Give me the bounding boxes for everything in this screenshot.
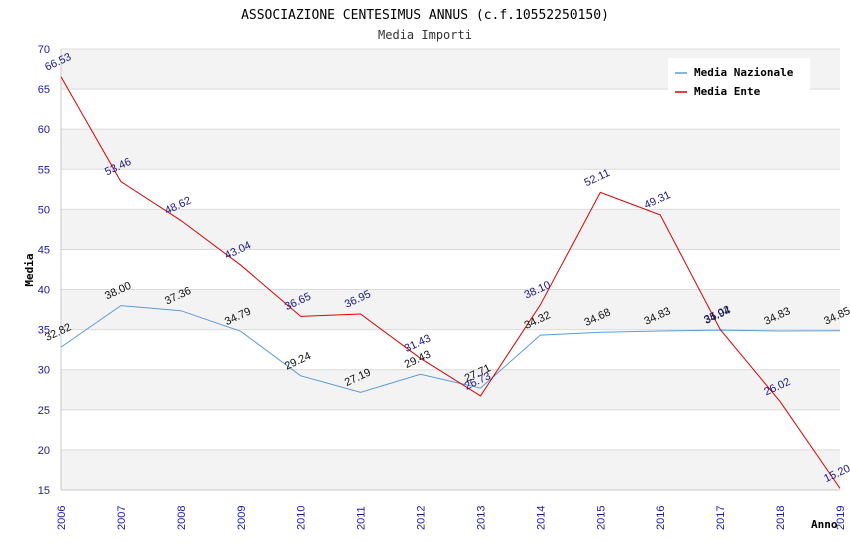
x-axis-label: Anno [811,518,838,531]
x-tick-label: 2008 [176,506,188,530]
x-tick-label: 2015 [595,506,607,530]
series-line-media-ente [60,76,841,489]
y-tick-label: 30 [38,365,50,377]
grid-band [61,449,840,490]
legend: Media Nazionale Media Ente [668,58,810,100]
y-tick-label: 35 [38,325,50,337]
y-tick-label: 25 [38,405,50,417]
y-axis-label: Media [23,253,36,286]
y-tick-labels: 15 20 25 30 35 40 45 50 55 60 65 70 [38,44,50,497]
x-tick-label: 2012 [416,506,428,530]
y-tick-label: 70 [38,44,50,56]
y-tick-label: 15 [38,485,50,497]
x-tick-label: 2009 [236,506,248,530]
legend-box [668,58,810,100]
grid-band [61,129,840,170]
x-tick-label: 2011 [356,506,368,530]
data-label: 49.31 [642,189,672,212]
x-tick-labels: 2006 2007 2008 2009 2010 2011 2012 2013 2014 2015… [56,506,847,530]
x-tick-label: 2017 [715,506,727,530]
series-line-media-nazionale [60,305,841,393]
chart-title: ASSOCIAZIONE CENTESIMUS ANNUS (c.f.10552… [241,8,609,23]
gridlines [61,48,840,491]
y-tick-label: 55 [38,164,50,176]
grid-band [61,209,840,250]
axes [60,49,840,491]
data-label: 52.11 [583,167,612,189]
x-tick-label: 2019 [835,506,847,530]
x-tick-label: 2013 [475,506,487,530]
series-lines [60,76,841,489]
y-tick-label: 65 [38,84,50,96]
x-tick-label: 2007 [116,506,128,530]
x-tick-label: 2016 [655,506,667,530]
x-tick-label: 2014 [535,506,547,530]
x-tick-label: 2018 [775,506,787,530]
y-tick-label: 20 [38,445,50,457]
x-tick-label: 2006 [56,506,68,530]
grid-band [61,369,840,410]
y-tick-label: 45 [38,244,50,256]
legend-entry: Media Nazionale [694,66,794,79]
chart-subtitle: Media Importi [378,28,472,42]
y-tick-label: 50 [38,204,50,216]
x-tick-label: 2010 [296,506,308,530]
background-bands [61,49,840,490]
legend-entry: Media Ente [694,85,761,98]
y-tick-label: 40 [38,285,50,297]
y-tick-label: 60 [38,124,50,136]
data-label: 29.24 [283,350,313,373]
